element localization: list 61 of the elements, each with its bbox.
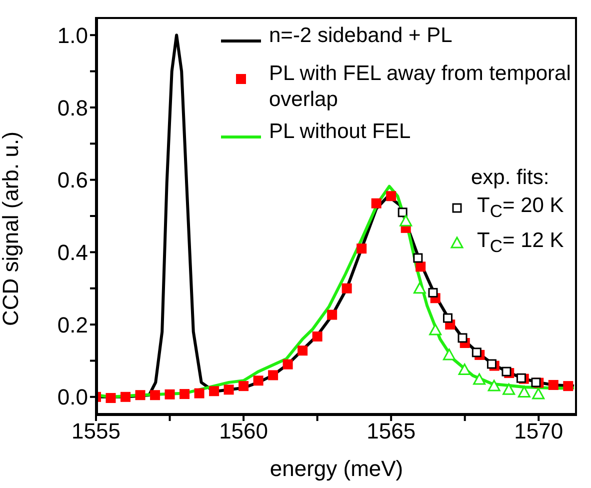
point [532,388,545,400]
y-tick-label: 0.2 [57,312,88,338]
point [502,366,512,376]
point [442,348,456,360]
point [209,386,220,396]
legend-label: PL without FEL [269,119,411,145]
point [473,373,486,385]
point [458,364,471,376]
legend-label: T$_{C}$= 12 K [477,228,564,258]
point [135,390,146,400]
point [194,388,204,398]
point [312,331,322,342]
point [502,383,516,395]
point [268,370,278,380]
point [563,381,574,392]
point [150,390,160,400]
point [356,244,367,254]
point [486,359,496,369]
point [386,191,396,202]
point [416,262,426,272]
point [429,324,442,336]
point [398,208,408,218]
point [400,214,412,226]
legend-label: PL with FEL away from temporal overlap [269,61,571,113]
annotation: exp. fits: [471,165,550,191]
point [472,348,482,358]
y-tick-label: 1.0 [57,22,88,48]
point [518,386,530,398]
point [342,283,352,294]
legend-label: T$_{C}$= 20 K [477,193,564,224]
point [488,380,500,392]
y-axis-title: CCD signal (arb. u.) [0,132,23,326]
x-tick-label: 1555 [72,418,120,444]
point [106,392,116,403]
point [164,389,175,400]
point [548,380,558,390]
y-tick-label: 0.8 [57,95,88,120]
point [413,253,423,263]
legend-label: n=-2 sideband + PL [269,23,452,49]
x-tick-label: 1565 [366,418,416,444]
y-tick-label: 0.0 [57,384,88,410]
point [413,282,426,294]
point [516,373,526,383]
point [224,384,234,395]
point [443,313,452,323]
point [298,346,308,356]
x-axis-title: energy (meV) [270,456,404,481]
point [458,333,468,343]
point [180,389,190,400]
point [282,359,293,370]
point [428,288,438,298]
y-tick-label: 0.6 [57,168,88,193]
x-tick-label: 1570 [514,418,564,444]
point [327,310,338,320]
point [371,198,382,208]
point [253,376,264,386]
point [120,392,131,402]
point [531,378,541,388]
y-tick-label: 0.4 [57,240,88,265]
point [238,381,249,392]
x-tick-label: 1560 [219,418,268,444]
